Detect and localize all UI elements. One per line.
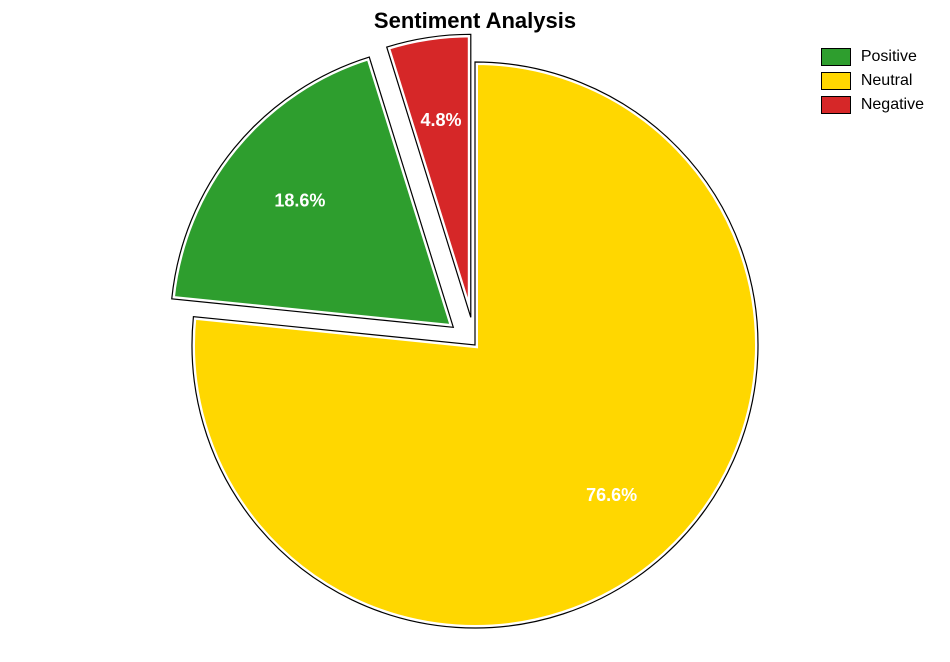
pie-label-positive: 18.6% [274, 191, 325, 211]
legend-label-neutral: Neutral [861, 72, 913, 90]
legend-item-positive: Positive [821, 48, 924, 66]
legend-swatch-negative [821, 96, 851, 114]
legend-item-negative: Negative [821, 96, 924, 114]
sentiment-pie-chart: Sentiment Analysis 76.6%18.6%4.8% Positi… [0, 0, 950, 662]
pie-svg: 76.6% 18.6% 4.8% [0, 0, 950, 662]
pie-label-negative: 4.8% [421, 110, 462, 130]
legend-swatch-positive [821, 48, 851, 66]
legend: Positive Neutral Negative [821, 48, 924, 120]
legend-item-neutral: Neutral [821, 72, 924, 90]
legend-label-negative: Negative [861, 96, 924, 114]
pie-label-neutral: 76.6% [586, 485, 637, 505]
legend-label-positive: Positive [861, 48, 917, 66]
legend-swatch-neutral [821, 72, 851, 90]
